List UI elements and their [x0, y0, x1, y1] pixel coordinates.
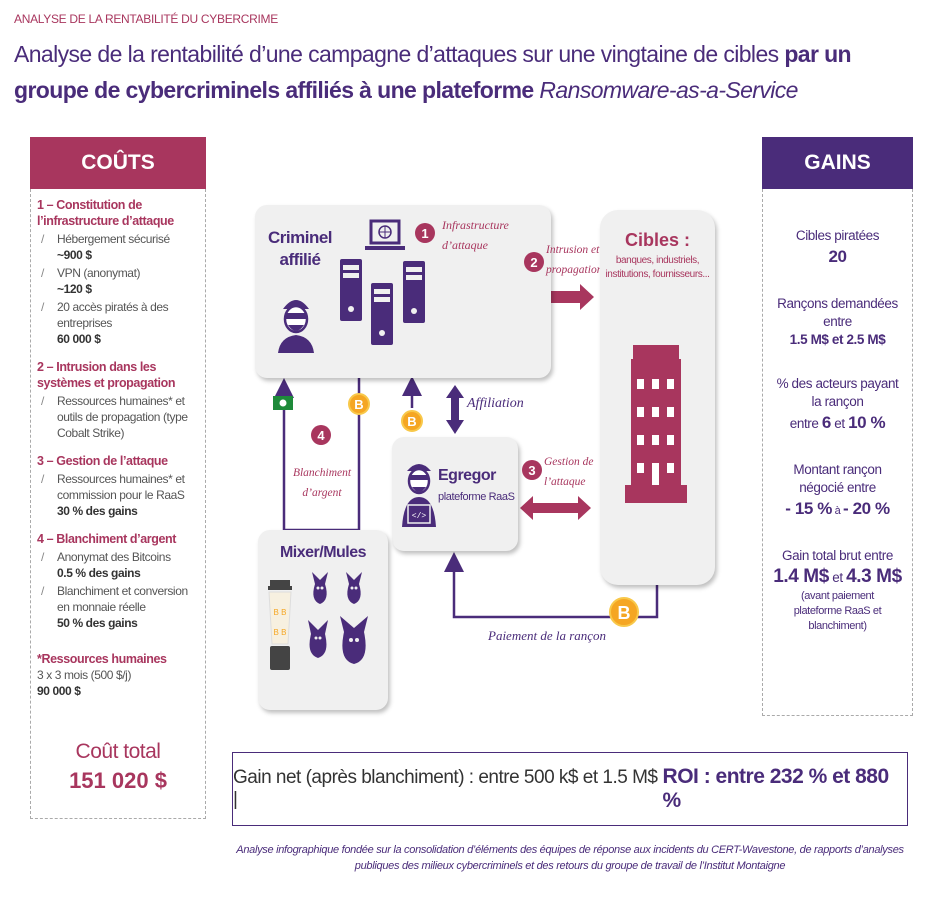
bitcoin-icon: B — [348, 393, 370, 415]
mules-icon — [308, 572, 368, 664]
step-3-badge: 3 — [522, 460, 542, 480]
svg-text:B B: B B — [274, 628, 287, 637]
step-4-label: Blanchiment d’argent — [292, 467, 352, 499]
title-part1: Analyse de la rentabilité d’une campagne… — [14, 41, 785, 67]
cost-item: Hébergement sécurisé~900 $ — [37, 231, 199, 263]
criminal-title: Criminel affilié — [267, 228, 333, 269]
cost-item: Ressources humaines* et commission pour … — [37, 471, 199, 519]
gains-heading: GAINS — [762, 137, 913, 189]
bitcoin-icon: B — [609, 597, 639, 627]
svg-text:B: B — [618, 603, 631, 623]
net-gain-text: Gain net (après blanchiment) : entre 500… — [233, 767, 658, 810]
bitcoin-to-mixer-line — [284, 378, 361, 532]
egregor-panel: </> Egregor plateforme RaaS — [392, 437, 518, 551]
svg-text:B: B — [407, 414, 416, 429]
step-2-badge: 2 — [524, 252, 544, 272]
gain-negotiation: Montant rançon négocié entre - 15 % à - 2… — [785, 462, 890, 518]
step-4-badge: 4 — [311, 425, 331, 445]
total-cost-label: Coût total — [75, 740, 161, 763]
gains-panel: Cibles piratées 20 Rançons demandées entr… — [762, 189, 913, 716]
svg-text:B B: B B — [274, 608, 287, 617]
cost-section-title: 2 – Intrusion dans les systèmes et propa… — [37, 360, 176, 390]
hacker-icon — [278, 300, 314, 353]
costs-panel: 1 – Constitution de l’infrastructure d’a… — [30, 189, 206, 819]
step-1-badge: 1 — [415, 223, 435, 243]
ransom-payment-line — [444, 552, 659, 619]
gain-paying: % des acteurs payant la rançon entre 6 et… — [776, 376, 899, 432]
cost-item: Ressources humaines* et outils de propag… — [37, 393, 199, 441]
mixer-mules-panel: Mixer/Mules B B B B — [258, 530, 388, 710]
servers-icon — [340, 259, 425, 345]
gain-targets: Cibles piratées 20 — [795, 228, 880, 266]
management-arrow — [520, 496, 591, 520]
hacker-laptop-icon: </> — [402, 464, 436, 527]
net-gain-banner: Gain net (après blanchiment) : entre 500… — [232, 752, 908, 826]
intrusion-arrow — [527, 284, 594, 310]
mixer-title: Mixer/Mules — [279, 544, 367, 561]
roi-text: ROI : entre 232 % et 880 % — [662, 765, 890, 812]
source-footnote: Analyse infographique fondée sur la cons… — [236, 844, 904, 872]
gain-gross: Gain total brut entre 1.4 M$ et 4.3 M$ (av… — [773, 548, 902, 632]
title-bold: par un groupe de cybercriminels affiliés… — [14, 41, 852, 103]
page-title: Analyse de la rentabilité d’une campagne… — [14, 36, 914, 108]
cost-section-title: 4 – Blanchiment d’argent — [37, 532, 177, 546]
total-cost-value: 151 020 $ — [69, 768, 167, 793]
affiliation-arrow — [446, 385, 464, 434]
banknote-icon — [273, 396, 293, 410]
title-italic: Ransomware-as-a-Service — [539, 77, 798, 103]
affiliation-label: Affiliation — [467, 396, 524, 411]
blender-icon: B B B B — [268, 580, 292, 670]
svg-text:B: B — [354, 397, 363, 412]
step-1-label: Infrastructure d’attaque — [442, 218, 509, 252]
bitcoin-icon: B — [401, 410, 423, 432]
cost-item: Blanchiment et conversion en monnaie rée… — [37, 583, 199, 631]
costs-heading: COÛTS — [30, 137, 206, 189]
targets-title: Cibles : — [624, 230, 690, 250]
egregor-title: Egregor — [438, 467, 496, 484]
hr-note-title: *Ressources humaines — [37, 652, 167, 666]
building-icon — [625, 345, 687, 503]
top-label: ANALYSE DE LA RENTABILITÉ DU CYBERCRIME — [14, 12, 278, 26]
gain-ransom: Rançons demandées entre 1.5 M$ et 2.5 M$ — [777, 296, 898, 347]
step-3-label: Gestion de l’attaque — [544, 456, 594, 488]
targets-subtitle: banques, industriels, institutions, four… — [605, 255, 710, 280]
egregor-subtitle: plateforme RaaS — [438, 491, 515, 503]
criminal-affiliate-panel: Criminel affilié 1 Infrastructure d’atta… — [255, 205, 551, 378]
svg-text:</>: </> — [412, 512, 427, 521]
ransom-payment-label: Paiement de la rançon — [488, 628, 607, 643]
hr-note: 3 x 3 mois (500 $/j) 90 000 $ — [37, 668, 132, 698]
total-cost: Coût total 151 020 $ — [30, 740, 206, 794]
cost-section-title: 3 – Gestion de l’attaque — [37, 454, 168, 468]
laptop-icon — [365, 219, 405, 250]
cost-section-title: 1 – Constitution de l’infrastructure d’a… — [37, 198, 174, 228]
targets-panel: Cibles : banques, industriels, instituti… — [600, 210, 715, 585]
cost-item: VPN (anonymat)~120 $ — [37, 265, 199, 297]
step-2-label: Intrusion et propagation — [546, 244, 603, 276]
